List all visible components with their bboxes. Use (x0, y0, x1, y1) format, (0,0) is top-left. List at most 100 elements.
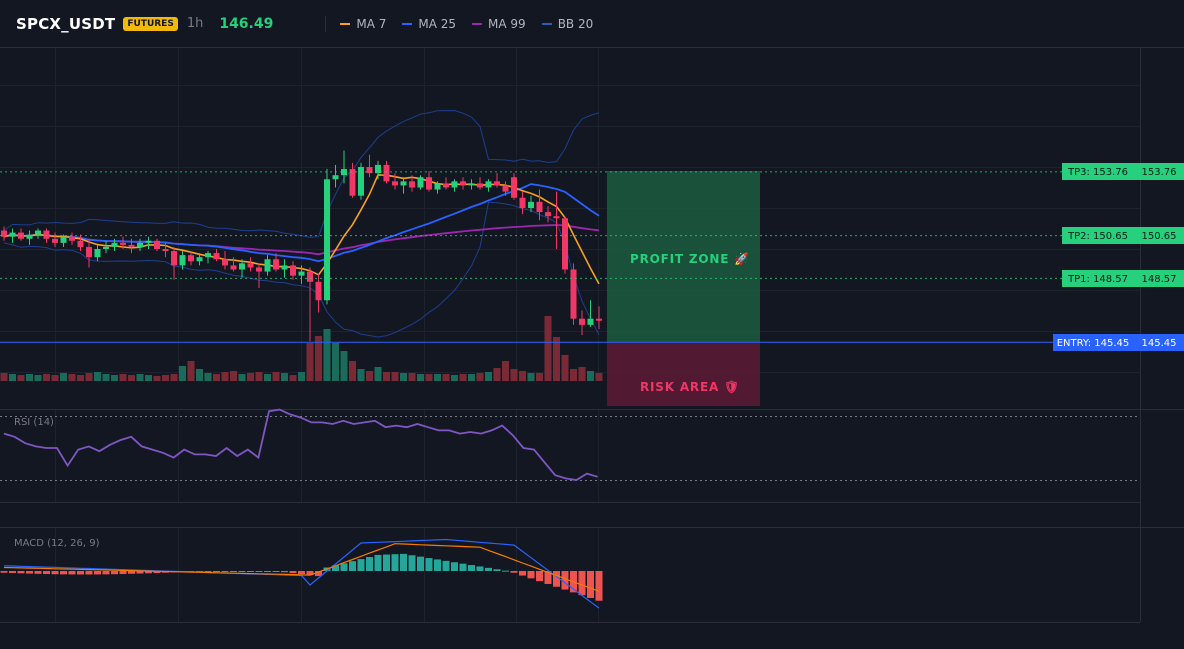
macd-bar (468, 565, 475, 571)
entry-tag[interactable]: ENTRY: 145.45 (1057, 338, 1130, 349)
volume-bar (26, 374, 33, 381)
macd-bar (434, 559, 441, 571)
candle-body (69, 236, 75, 241)
volume-bar (68, 374, 76, 381)
rsi-title: RSI (14) (14, 417, 54, 428)
macd-bar (357, 559, 365, 571)
volume-bar (323, 329, 331, 381)
macd-bar (425, 558, 433, 571)
macd-bar (519, 571, 526, 576)
volume-bar (128, 375, 135, 381)
tp2-axis-value: 150.65 (1142, 231, 1177, 242)
legend-swatch-ma25 (402, 22, 413, 25)
macd-bar (221, 571, 229, 572)
candle-body (145, 240, 152, 243)
tp1-tag[interactable]: TP1: 148.57 (1067, 274, 1128, 285)
volume-bar (247, 373, 254, 381)
candle-body (103, 246, 109, 249)
macd-bar (60, 571, 67, 575)
candle-body (1, 230, 7, 237)
candle-body (519, 197, 526, 208)
volume-bar (43, 374, 50, 381)
macd-bar (544, 571, 552, 584)
risk-zone[interactable] (607, 342, 760, 406)
macd-bar (408, 555, 416, 571)
profit-zone[interactable] (607, 171, 760, 342)
macd-bar (553, 571, 560, 587)
candle-body (315, 281, 322, 301)
macd-bar (85, 571, 93, 575)
candle-body (375, 164, 381, 174)
candle-body (485, 181, 492, 188)
volume-bar (255, 372, 263, 381)
candle-body (256, 267, 262, 272)
timeframe-label[interactable]: 1h (186, 16, 204, 31)
volume-bar (77, 375, 84, 381)
volume-bar (60, 373, 67, 381)
candle-body (77, 240, 84, 247)
candle-body (324, 179, 330, 301)
volume-bar (170, 374, 178, 381)
volume-bar (272, 372, 280, 381)
volume-bar (408, 373, 416, 381)
macd-bar (451, 562, 458, 571)
volume-bar (519, 371, 526, 381)
tp3-tag-bg (1062, 163, 1134, 180)
macd-bar (374, 554, 382, 571)
candle-body (213, 253, 220, 260)
volume-bar (434, 374, 441, 381)
volume-bar (196, 369, 203, 381)
volume-bars (0, 316, 603, 381)
candle-body (451, 181, 458, 188)
risk-zone-label: RISK AREA 🛡 (640, 380, 740, 394)
macd-bar (102, 571, 110, 575)
legend-item-bb20[interactable]: BB 20 (541, 17, 593, 31)
legend-item-ma25[interactable]: MA 25 (402, 17, 456, 31)
volume-bar (85, 373, 93, 381)
tp3-tag[interactable]: TP3: 153.76 (1067, 167, 1128, 178)
volume-bar (459, 374, 467, 381)
candle-body (179, 255, 186, 266)
volume-bar (570, 369, 577, 381)
candle-body (358, 167, 364, 196)
volume-bar (281, 373, 288, 381)
macd-bar (476, 566, 484, 571)
macd-bar (298, 571, 305, 575)
macd-bar (119, 571, 127, 575)
candle-body (409, 181, 415, 188)
macd-bar (68, 571, 76, 575)
level-lines (0, 171, 1062, 343)
bb-lower (3, 201, 600, 338)
volume-bar (204, 373, 212, 381)
tp2-tag[interactable]: TP2: 150.65 (1067, 231, 1128, 242)
volume-bar (425, 374, 433, 381)
candle-body (247, 263, 254, 268)
legend-item-ma99[interactable]: MA 99 (472, 17, 526, 31)
macd-pane[interactable]: MACD (12, 26, 9) (0, 538, 603, 609)
volume-bar (587, 371, 594, 381)
candle-body (307, 271, 313, 282)
macd-bar (306, 571, 314, 576)
volume-bar (213, 374, 220, 381)
candle-body (477, 183, 483, 188)
candlesticks[interactable] (1, 150, 602, 342)
rsi-pane[interactable]: RSI (14) (0, 408, 1140, 481)
candle-body (94, 249, 101, 258)
volume-bar (468, 374, 475, 381)
candle-body (468, 183, 475, 186)
volume-bar (442, 374, 450, 381)
symbol-name[interactable]: SPCX_USDT (16, 14, 116, 33)
volume-bar (264, 374, 271, 381)
candle-body (434, 183, 441, 190)
macd-bar (417, 556, 424, 571)
legend-item-ma7[interactable]: MA 7 (340, 17, 386, 31)
macd-bar (383, 554, 390, 571)
candle-body (443, 183, 449, 188)
macd-bar (9, 571, 16, 574)
macd-bar (145, 571, 152, 574)
candle-body (154, 240, 160, 249)
legend-label-ma25: MA 25 (418, 16, 457, 31)
candle-body (596, 318, 602, 321)
candle-body (341, 169, 347, 176)
